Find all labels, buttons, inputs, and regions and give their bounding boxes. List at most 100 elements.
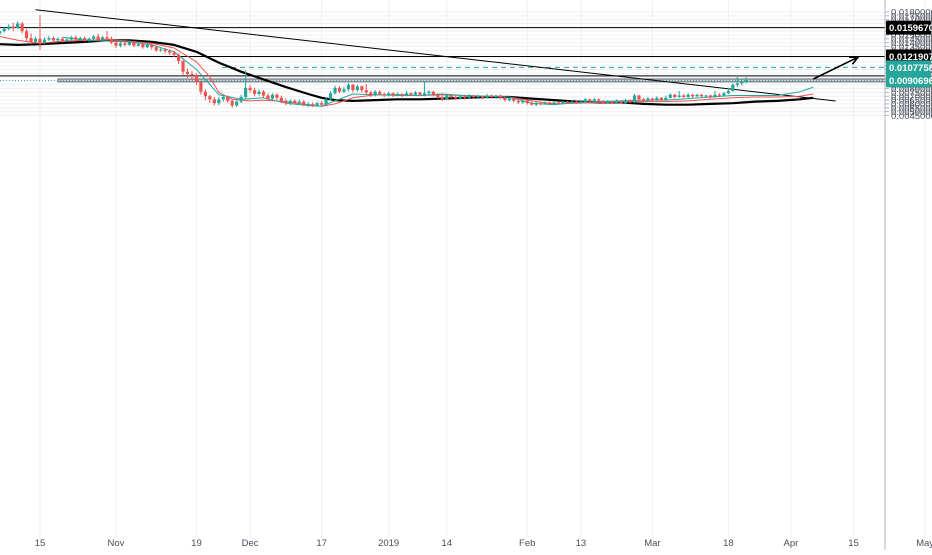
candle (579, 100, 583, 104)
candle-body (556, 102, 561, 104)
time-tick-label: Feb (519, 538, 535, 549)
candle-body (355, 86, 359, 91)
candle-body (127, 41, 131, 45)
candle-body (293, 100, 297, 104)
candle-body (141, 44, 145, 48)
candle-body (360, 86, 364, 91)
candle (123, 40, 127, 47)
price-tick-label: 0.00750000 (891, 88, 932, 99)
candle (431, 90, 435, 97)
candle (311, 102, 315, 107)
candle-body (615, 101, 619, 104)
time-tick-label: Dec (242, 538, 259, 549)
candle-body (87, 38, 91, 41)
candle (543, 101, 547, 105)
candle (677, 90, 681, 98)
candle-body (378, 91, 382, 94)
candle (60, 37, 64, 43)
candle (74, 35, 78, 42)
candle-body (199, 82, 203, 92)
candle-body (673, 94, 677, 98)
time-tick-label: May (916, 538, 932, 549)
candle-body (699, 94, 704, 97)
candle (190, 70, 194, 81)
candle (105, 31, 109, 41)
candle-body (132, 41, 136, 46)
candle (320, 100, 324, 107)
price-tick-label: 0.01450000 (891, 34, 932, 45)
candle-body (154, 47, 158, 51)
candle-body (413, 92, 418, 95)
candle-body (369, 92, 373, 96)
candle (422, 80, 427, 97)
candle-body (311, 103, 315, 106)
candle-body (391, 93, 395, 96)
candle (83, 36, 87, 42)
candle-body (610, 101, 614, 104)
candle (494, 94, 498, 99)
candle (731, 83, 735, 92)
candle (324, 97, 328, 106)
candle-body (42, 39, 47, 43)
candle-body (163, 49, 167, 52)
candle-body (387, 93, 391, 96)
price-tick-label: 0.01500000 (891, 30, 932, 41)
candle (539, 102, 543, 106)
candle-body (159, 49, 163, 51)
candles (0, 15, 748, 108)
candle (47, 35, 51, 42)
time-tick-label: 15 (848, 538, 859, 549)
candle-body (351, 84, 355, 91)
candle-body (252, 90, 257, 94)
candle-body (628, 100, 632, 103)
candle (485, 93, 489, 99)
candle (458, 95, 462, 100)
candle-body (646, 98, 650, 101)
candle (463, 94, 467, 100)
candle-body (485, 95, 489, 98)
price-tick-label: 0.00550000 (891, 103, 932, 114)
candle (632, 93, 637, 104)
candle-body (65, 39, 69, 42)
candle (24, 28, 29, 42)
time-tick-label: Apr (784, 538, 799, 549)
candle-body (333, 87, 337, 94)
candle (185, 68, 190, 78)
candle-body (632, 95, 637, 103)
candle-body (659, 97, 663, 101)
candle (516, 99, 520, 104)
candle-body (480, 96, 485, 98)
price-tick-label: 0.00450000 (891, 111, 932, 122)
candle-body (547, 102, 552, 104)
candle-body (20, 23, 24, 32)
candle (168, 49, 172, 55)
candle-body (422, 93, 427, 95)
time-tick-label: 17 (316, 538, 327, 549)
candle (467, 93, 471, 99)
time-tick-label: Mar (644, 538, 660, 549)
price-tick-label: 0.01750000 (891, 11, 932, 22)
price-tick-label: 0.01400000 (891, 38, 932, 49)
grid (0, 0, 926, 538)
candle-body (655, 97, 659, 101)
candle-body (284, 100, 288, 104)
candle-body (463, 96, 467, 98)
candle-body (601, 100, 605, 104)
candle-body (203, 91, 207, 97)
candle (489, 94, 494, 99)
candle (409, 92, 413, 97)
candle-body (221, 97, 225, 100)
candle-body (691, 94, 695, 97)
candle-body (436, 94, 440, 98)
candle (704, 94, 708, 98)
candle (722, 91, 726, 97)
candle-body (109, 38, 114, 43)
candle-body (431, 91, 435, 95)
candle-body (512, 98, 516, 101)
candle-body (597, 99, 601, 101)
candle (16, 21, 20, 29)
candle (552, 101, 556, 105)
candle-body (328, 93, 333, 100)
candle-body (449, 95, 453, 98)
candle-body (145, 44, 149, 48)
